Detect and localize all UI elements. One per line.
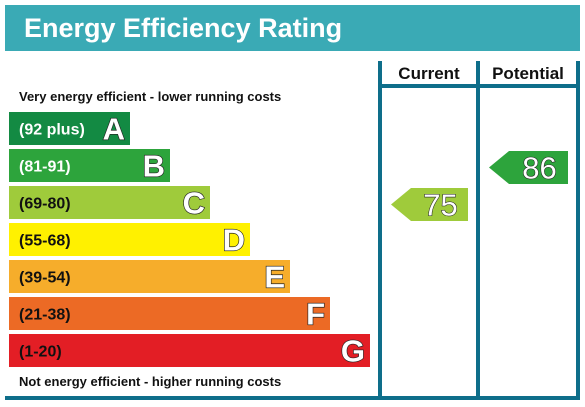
band-bar-d xyxy=(9,223,250,256)
band-bar-g xyxy=(9,334,370,367)
band-bar-f xyxy=(9,297,330,330)
chart-title: Energy Efficiency Rating xyxy=(24,13,342,43)
band-bar-e xyxy=(9,260,290,293)
current-rating-arrow xyxy=(391,188,468,221)
rating-bands: (92 plus) A (81-91) B (69-80) C (55-68) D (39-54… xyxy=(9,111,370,369)
current-rating-value: 75 xyxy=(423,188,457,223)
band-range-b: (81-91) xyxy=(19,159,71,176)
band-bar-b xyxy=(9,149,170,182)
band-bar-a xyxy=(9,112,130,145)
header-bar xyxy=(5,5,580,51)
rating-arrows: 75 86 xyxy=(391,150,568,223)
band-letter-f: F xyxy=(306,297,325,332)
band-range-f: (21-38) xyxy=(19,307,71,324)
band-range-d: (55-68) xyxy=(19,233,71,250)
frame xyxy=(5,61,580,400)
band-letter-a: A xyxy=(103,112,125,147)
band-letter-g: G xyxy=(341,334,365,369)
band-range-e: (39-54) xyxy=(19,270,71,287)
band-letter-e: E xyxy=(264,260,285,295)
band-letter-c: C xyxy=(183,186,205,221)
top-caption: Very energy efficient - lower running co… xyxy=(19,89,281,104)
column-header-current: Current xyxy=(398,64,460,83)
band-bar-c xyxy=(9,186,210,219)
potential-rating-value: 86 xyxy=(522,151,556,186)
band-letter-d: D xyxy=(223,223,245,258)
band-range-c: (69-80) xyxy=(19,196,71,213)
band-letter-b: B xyxy=(143,149,165,184)
bottom-caption: Not energy efficient - higher running co… xyxy=(19,374,281,389)
band-range-a: (92 plus) xyxy=(19,122,85,139)
band-range-g: (1-20) xyxy=(19,344,62,361)
column-header-potential: Potential xyxy=(492,64,564,83)
potential-rating-arrow xyxy=(489,151,568,184)
